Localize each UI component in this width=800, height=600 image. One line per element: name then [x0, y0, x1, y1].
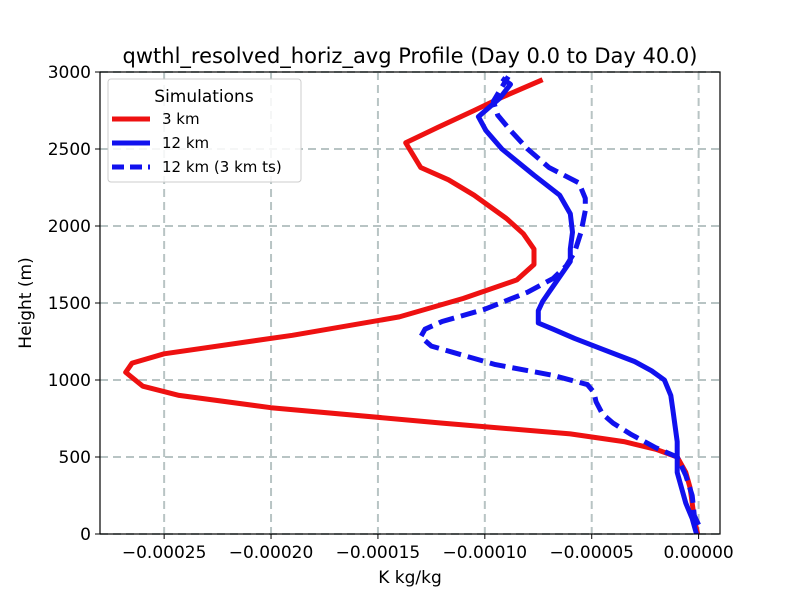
x-axis-ticks: −0.00025 −0.00020 −0.00015 −0.00010 −0.00005…: [122, 534, 734, 563]
y-tick-label: 2000: [48, 217, 91, 237]
grid: [100, 71, 720, 535]
y-tick-label: 0: [80, 525, 91, 545]
y-tick-label: 2500: [48, 140, 91, 160]
y-axis-ticks: 0 500 1000 1500 2000 2500 3000: [48, 63, 100, 545]
legend-entry-label: 3 km: [162, 110, 200, 128]
legend-entry-label: 12 km: [162, 134, 209, 152]
legend: Simulations 3 km 12 km 12 km (3 km ts): [107, 78, 302, 183]
chart-title: qwthl_resolved_horiz_avg Profile (Day 0.…: [123, 44, 698, 69]
legend-box: [107, 78, 302, 183]
series-line-3: [418, 75, 701, 526]
x-tick-label: −0.00010: [443, 543, 528, 563]
y-tick-label: 1500: [48, 294, 91, 314]
y-tick-label: 1000: [48, 371, 91, 391]
plot-series: [123, 75, 701, 535]
x-tick-label: 0.00000: [663, 543, 733, 563]
y-tick-label: 3000: [48, 63, 91, 83]
x-tick-label: −0.00020: [229, 543, 314, 563]
legend-title: Simulations: [154, 87, 254, 107]
x-tick-label: −0.00025: [122, 543, 207, 563]
y-axis-label: Height (m): [16, 257, 36, 348]
legend-entry-label: 12 km (3 km ts): [162, 158, 282, 176]
x-axis-label: K kg/kg: [378, 568, 442, 588]
series-line-2: [475, 76, 699, 535]
x-tick-label: −0.00015: [336, 543, 421, 563]
x-tick-label: −0.00005: [549, 543, 634, 563]
y-tick-label: 500: [59, 448, 91, 468]
